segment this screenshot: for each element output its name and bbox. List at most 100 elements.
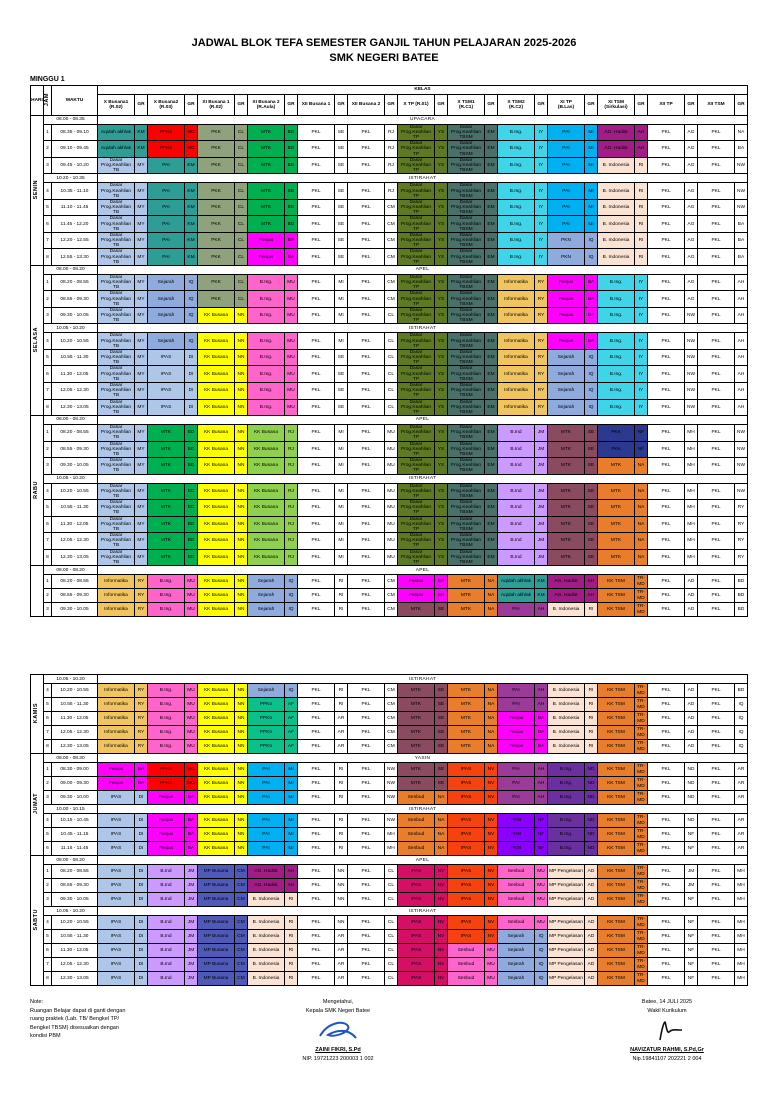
teacher-cell: NN	[234, 776, 248, 792]
subject-cell: KK TSM	[597, 711, 635, 727]
time-cell: 08.20 - 08.55	[51, 273, 98, 292]
subject-cell: PPKn	[247, 711, 285, 727]
teacher-cell: EM	[484, 306, 498, 325]
subject-cell: Penjas	[547, 273, 585, 292]
teacher-cell: TR-MD	[634, 683, 648, 699]
teacher-cell: CL	[384, 878, 398, 894]
teacher-cell: IY	[634, 332, 648, 350]
subject-cell: MTK	[147, 424, 185, 442]
subject-cell: MTK	[247, 215, 285, 233]
teacher-cell: MU	[384, 532, 398, 550]
subject-cell: Informatika	[497, 273, 535, 292]
teacher-cell: NF	[534, 827, 548, 843]
subject-cell: KK Busana	[197, 739, 235, 755]
subject-cell: Dasar Prog.Keahlian TB	[97, 215, 135, 233]
teacher-cell: TR-MD	[634, 711, 648, 727]
subject-cell: PKL	[297, 878, 335, 894]
teacher-cell: BA	[134, 776, 148, 792]
subject-cell: PKL	[297, 790, 335, 806]
teacher-cell: MY	[134, 306, 148, 325]
teacher-cell: NW	[734, 182, 748, 200]
teacher-cell: NW	[384, 776, 398, 792]
teacher-cell: NF	[634, 424, 648, 442]
day-label: SELASA	[33, 326, 40, 353]
teacher-cell: NA	[634, 482, 648, 501]
teacher-cell: AG	[684, 248, 698, 266]
subject-cell: PAI	[497, 790, 535, 806]
subject-cell: PKL	[647, 532, 685, 550]
teacher-cell: CL	[384, 929, 398, 945]
teacher-cell: MY	[134, 273, 148, 292]
subject-cell: PKL	[697, 515, 735, 534]
subject-cell: PKL	[297, 398, 335, 417]
teacher-cell: IQ	[284, 574, 298, 590]
subject-cell: PKL	[347, 827, 385, 843]
teacher-cell: AD	[684, 683, 698, 699]
subject-cell: B.Ing.	[247, 273, 285, 292]
teacher-cell: SE	[334, 198, 348, 217]
subject-cell: Dasar Prog.Keahlian TB	[97, 348, 135, 367]
teacher-cell: CL	[384, 892, 398, 908]
class-header: X Busana2 (R.03)	[147, 93, 185, 116]
subject-cell: PKL	[647, 548, 685, 567]
time-cell: 10.20 - 10.55	[51, 332, 98, 350]
teacher-cell: YS	[434, 515, 448, 534]
subject-cell: PKL	[697, 548, 735, 567]
subject-cell: Informatika	[497, 382, 535, 400]
subject-cell: Informatika	[497, 348, 535, 367]
teacher-cell: AR	[734, 762, 748, 778]
subject-cell: PKL	[647, 332, 685, 350]
subject-cell: Sejarah	[497, 943, 535, 959]
subject-cell: KK TSM	[597, 929, 635, 945]
subject-cell: Informatika	[497, 398, 535, 417]
subject-cell: Senbud	[447, 943, 485, 959]
subject-cell: IPAS	[397, 929, 435, 945]
teacher-cell: AR	[334, 739, 348, 755]
teacher-cell: BA	[734, 248, 748, 266]
subject-cell: KK TSM	[597, 841, 635, 857]
subject-cell: PKL	[647, 156, 685, 175]
period-number-cell: 6	[43, 841, 52, 857]
subject-cell: Penjas	[397, 588, 435, 604]
title-line-1: JADWAL BLOK TEFA SEMESTER GANJIL TAHUN P…	[191, 37, 577, 49]
teacher-cell: JM	[184, 864, 198, 880]
subject-cell: PKL	[647, 290, 685, 308]
subject-cell: MP Pengelasan	[547, 892, 585, 908]
subject-cell: B.Ing.	[497, 198, 535, 217]
teacher-cell: SE	[584, 532, 598, 550]
subject-cell: Dasar Prog.Keahlian TBSM	[447, 457, 485, 475]
subject-cell: PAI	[497, 762, 535, 778]
subject-cell: Dasar Prog.Keahlian TB	[97, 182, 135, 200]
gr-header: GR	[734, 93, 748, 116]
subject-cell: PKL	[297, 762, 335, 778]
footer-mengetahui: Mengetahui,	[322, 999, 354, 1006]
teacher-cell: IY	[634, 348, 648, 367]
subject-cell: Sejarah	[147, 273, 185, 292]
subject-cell: B.Ing.	[247, 290, 285, 308]
teacher-cell: ND	[684, 762, 698, 778]
subject-cell: KK TSM	[597, 697, 635, 713]
teacher-cell: AD	[684, 602, 698, 618]
subject-cell: PKL	[347, 482, 385, 501]
teacher-cell: MY	[134, 365, 148, 383]
subject-cell: PKL	[647, 457, 685, 475]
subject-cell: B.Ing.	[147, 739, 185, 755]
teacher-cell: TR-MD	[634, 588, 648, 604]
teacher-cell: YS	[434, 248, 448, 266]
subject-cell: B.Ind	[147, 929, 185, 945]
teacher-cell: DI	[134, 957, 148, 973]
period-number-cell: 5	[43, 697, 52, 713]
teacher-cell: IQ	[284, 588, 298, 604]
subject-cell: PKL	[647, 215, 685, 233]
subject-cell: PKL	[347, 892, 385, 908]
teacher-cell: AH	[734, 348, 748, 367]
teacher-cell: RI	[334, 790, 348, 806]
gr-header: GR	[134, 93, 148, 116]
subject-cell: IPAS	[147, 365, 185, 383]
subject-cell: KK Busana	[247, 457, 285, 475]
subject-cell: Senbud	[397, 813, 435, 829]
subject-cell: Sejarah	[147, 290, 185, 308]
subject-cell: PKL	[347, 182, 385, 200]
subject-cell: IPAS	[97, 915, 135, 931]
subject-cell: Dasar Prog.Keahlian TBSM	[447, 198, 485, 217]
